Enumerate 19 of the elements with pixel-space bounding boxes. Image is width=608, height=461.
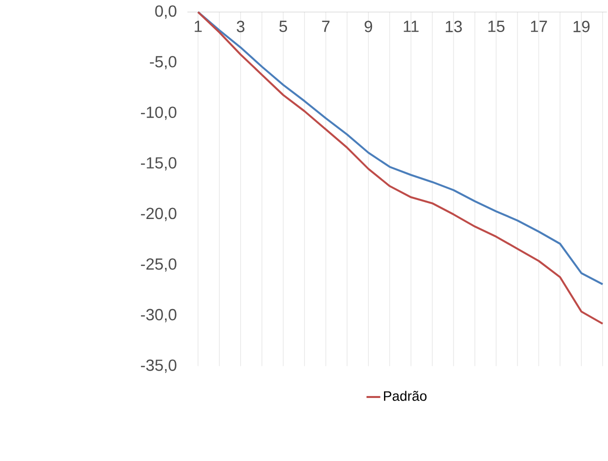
x-tick-label: 19 bbox=[574, 20, 590, 32]
x-tick-label: 3 bbox=[236, 20, 244, 32]
x-tick-label: 17 bbox=[531, 20, 547, 32]
x-tick-label: 9 bbox=[364, 20, 372, 32]
y-tick-label: -15,0 bbox=[140, 157, 176, 170]
y-tick-label: -20,0 bbox=[140, 208, 176, 221]
x-tick-label: 1 bbox=[194, 20, 202, 32]
x-tick-label: 13 bbox=[446, 20, 462, 32]
y-tick-label: 0,0 bbox=[155, 5, 176, 19]
y-tick-label: -10,0 bbox=[140, 106, 176, 120]
legend-label: Padrão bbox=[384, 390, 427, 401]
x-tick-label: 15 bbox=[488, 20, 504, 32]
y-tick-label: -25,0 bbox=[140, 258, 176, 272]
y-tick-label: -35,0 bbox=[140, 359, 176, 373]
y-tick-label: -30,0 bbox=[140, 308, 176, 322]
x-tick-label: 11 bbox=[404, 20, 419, 32]
x-tick-label: 7 bbox=[322, 20, 330, 32]
y-tick-label: -5,0 bbox=[150, 56, 176, 70]
x-tick-label: 5 bbox=[279, 20, 288, 32]
